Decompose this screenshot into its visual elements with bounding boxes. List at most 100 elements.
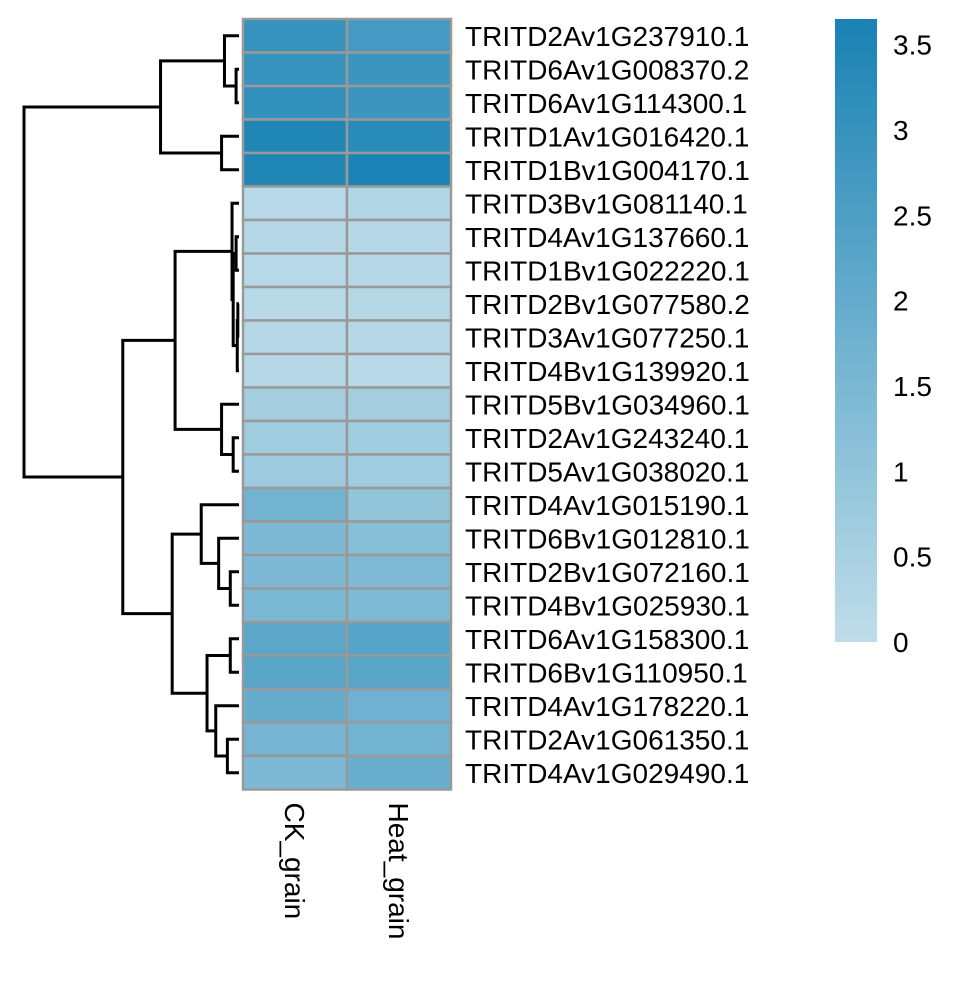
- row-label: TRITD4Av1G178220.1: [465, 691, 749, 722]
- heatmap-cell: [241, 51, 349, 88]
- row-label: TRITD2Av1G061350.1: [465, 724, 749, 755]
- heatmap-cell: [241, 185, 349, 222]
- legend-tick-label: 1: [893, 456, 909, 487]
- row-labels: TRITD2Av1G237910.1TRITD6Av1G008370.2TRIT…: [465, 21, 750, 789]
- column-labels: CK_grain Heat_grain: [279, 803, 414, 940]
- legend-tick-label: 3: [893, 115, 909, 146]
- heatmap-cell: [345, 51, 453, 88]
- heatmap-cell: [241, 118, 349, 155]
- heatmap-cell: [241, 587, 349, 624]
- row-label: TRITD4Av1G137660.1: [465, 222, 749, 253]
- legend-color-bar: [835, 19, 877, 642]
- row-label: TRITD1Bv1G022220.1: [465, 255, 750, 286]
- heatmap-cell: [345, 218, 453, 255]
- row-label: TRITD5Bv1G034960.1: [465, 389, 750, 420]
- dendrogram-branch: [170, 532, 208, 695]
- column-label: Heat_grain: [383, 803, 414, 940]
- legend-tick-label: 2.5: [893, 200, 932, 231]
- row-label: TRITD2Bv1G072160.1: [465, 557, 750, 588]
- heatmap-cell: [241, 352, 349, 389]
- row-label: TRITD4Bv1G139920.1: [465, 356, 750, 387]
- dendrogram-branch: [121, 338, 176, 616]
- heatmap-cell: [345, 252, 453, 289]
- row-label: TRITD6Av1G008370.2: [465, 54, 749, 85]
- heatmap-cell: [241, 319, 349, 356]
- heatmap-cell: [241, 252, 349, 289]
- heatmap-cell: [345, 285, 453, 322]
- dendrogram-branch: [220, 402, 239, 456]
- legend-tick-label: 0.5: [893, 542, 932, 573]
- heatmap-cell: [345, 620, 453, 657]
- row-label: TRITD4Bv1G025930.1: [465, 590, 750, 621]
- dendrogram-branch: [173, 249, 233, 431]
- dendrogram-branch: [228, 570, 239, 607]
- heatmap-cell: [241, 654, 349, 691]
- row-label: TRITD6Av1G158300.1: [465, 624, 749, 655]
- column-label: CK_grain: [279, 803, 310, 920]
- dendrogram-branch: [205, 654, 231, 733]
- heatmap-cell: [345, 118, 453, 155]
- row-label: TRITD5Av1G038020.1: [465, 456, 749, 487]
- row-label: TRITD1Bv1G004170.1: [465, 155, 750, 186]
- dendrogram-branch: [199, 503, 239, 565]
- heatmap-cell: [241, 419, 349, 456]
- heatmap-cell: [241, 84, 349, 121]
- row-label: TRITD3Bv1G081140.1: [465, 188, 748, 219]
- heatmap-cell: [241, 17, 349, 54]
- heatmap-cell: [345, 654, 453, 691]
- heatmap-cell: [345, 84, 453, 121]
- heatmap-cell: [241, 386, 349, 423]
- color-legend: 0 0.5 1 1.5 2 2.5 3 3.5: [835, 19, 932, 658]
- heatmap-cell: [241, 620, 349, 657]
- heatmap-cell: [345, 520, 453, 557]
- row-label: TRITD4Av1G015190.1: [465, 490, 749, 521]
- dendrogram-branch: [228, 637, 239, 674]
- row-label: TRITD2Av1G237910.1: [465, 21, 749, 52]
- row-label: TRITD1Av1G016420.1: [465, 121, 749, 152]
- heatmap-cells: [241, 17, 453, 791]
- heatmap-cell: [345, 386, 453, 423]
- dendrogram-branch: [222, 34, 239, 88]
- heatmap-cell: [345, 419, 453, 456]
- row-label: TRITD6Av1G114300.1: [465, 88, 747, 119]
- heatmap-cell: [241, 754, 349, 791]
- heatmap-cell: [241, 151, 349, 188]
- heatmap-cell: [241, 218, 349, 255]
- heatmap-cell: [345, 319, 453, 356]
- dendrogram-branch: [234, 235, 239, 272]
- row-label: TRITD3Av1G077250.1: [465, 322, 749, 353]
- heatmap-cell: [241, 486, 349, 523]
- legend-tick-label: 3.5: [893, 30, 932, 61]
- heatmap-cell: [345, 185, 453, 222]
- dendrogram-branch: [231, 436, 239, 473]
- dendrogram-branch: [214, 704, 239, 758]
- legend-ticks: 0 0.5 1 1.5 2 2.5 3 3.5: [893, 30, 932, 658]
- dendrogram-branch: [220, 134, 239, 172]
- row-dendrogram: [22, 34, 240, 775]
- heatmap-cell: [345, 486, 453, 523]
- row-label: TRITD6Bv1G110950.1: [465, 657, 748, 688]
- heatmap-cell: [241, 453, 349, 490]
- heatmap-cell: [241, 687, 349, 724]
- heatmap-cell: [345, 453, 453, 490]
- row-label: TRITD4Av1G029490.1: [465, 758, 749, 789]
- heatmap-cell: [345, 17, 453, 54]
- dendrogram-branch: [22, 105, 161, 479]
- dendrogram-branch: [234, 67, 239, 105]
- dendrogram-branch: [159, 59, 225, 155]
- legend-tick-label: 1.5: [893, 371, 932, 402]
- heatmap-cell: [345, 151, 453, 188]
- heatmap-cell: [345, 754, 453, 791]
- heatmap-cell: [241, 285, 349, 322]
- heatmap-cell: [241, 553, 349, 590]
- heatmap-cell: [345, 721, 453, 758]
- row-label: TRITD6Bv1G012810.1: [465, 523, 750, 554]
- row-label: TRITD2Bv1G077580.2: [465, 289, 750, 320]
- dendrogram-branch: [235, 319, 239, 373]
- heatmap-cell: [241, 520, 349, 557]
- legend-tick-label: 0: [893, 627, 909, 658]
- heatmap-cell: [241, 721, 349, 758]
- heatmap-cell: [345, 352, 453, 389]
- row-label: TRITD2Av1G243240.1: [465, 423, 749, 454]
- dendrogram-branch: [225, 737, 239, 775]
